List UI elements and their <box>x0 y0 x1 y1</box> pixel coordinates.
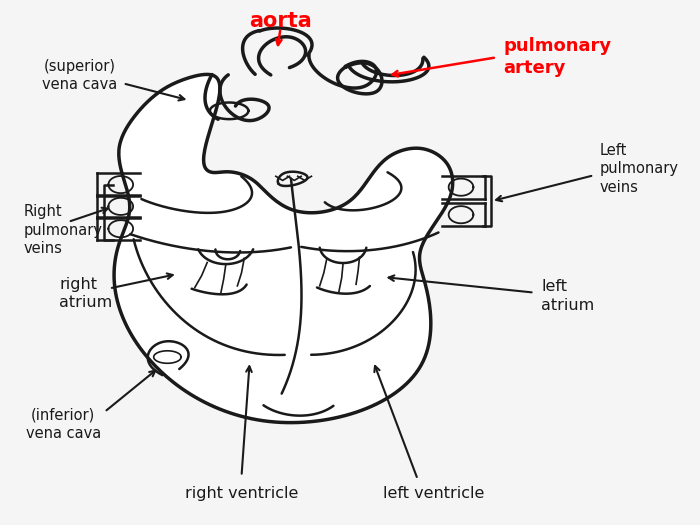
Text: right ventricle: right ventricle <box>185 486 298 501</box>
Polygon shape <box>278 172 307 186</box>
Text: left
atrium: left atrium <box>541 279 594 313</box>
Polygon shape <box>114 75 453 423</box>
Text: Left
pulmonary
veins: Left pulmonary veins <box>600 143 678 195</box>
Text: (inferior)
vena cava: (inferior) vena cava <box>25 408 101 442</box>
Text: Right
pulmonary
veins: Right pulmonary veins <box>23 204 102 256</box>
Text: pulmonary
artery: pulmonary artery <box>503 37 612 77</box>
Text: left ventricle: left ventricle <box>383 486 484 501</box>
Text: right
atrium: right atrium <box>59 277 112 310</box>
Text: (superior)
vena cava: (superior) vena cava <box>42 59 117 92</box>
Text: aorta: aorta <box>249 11 312 31</box>
